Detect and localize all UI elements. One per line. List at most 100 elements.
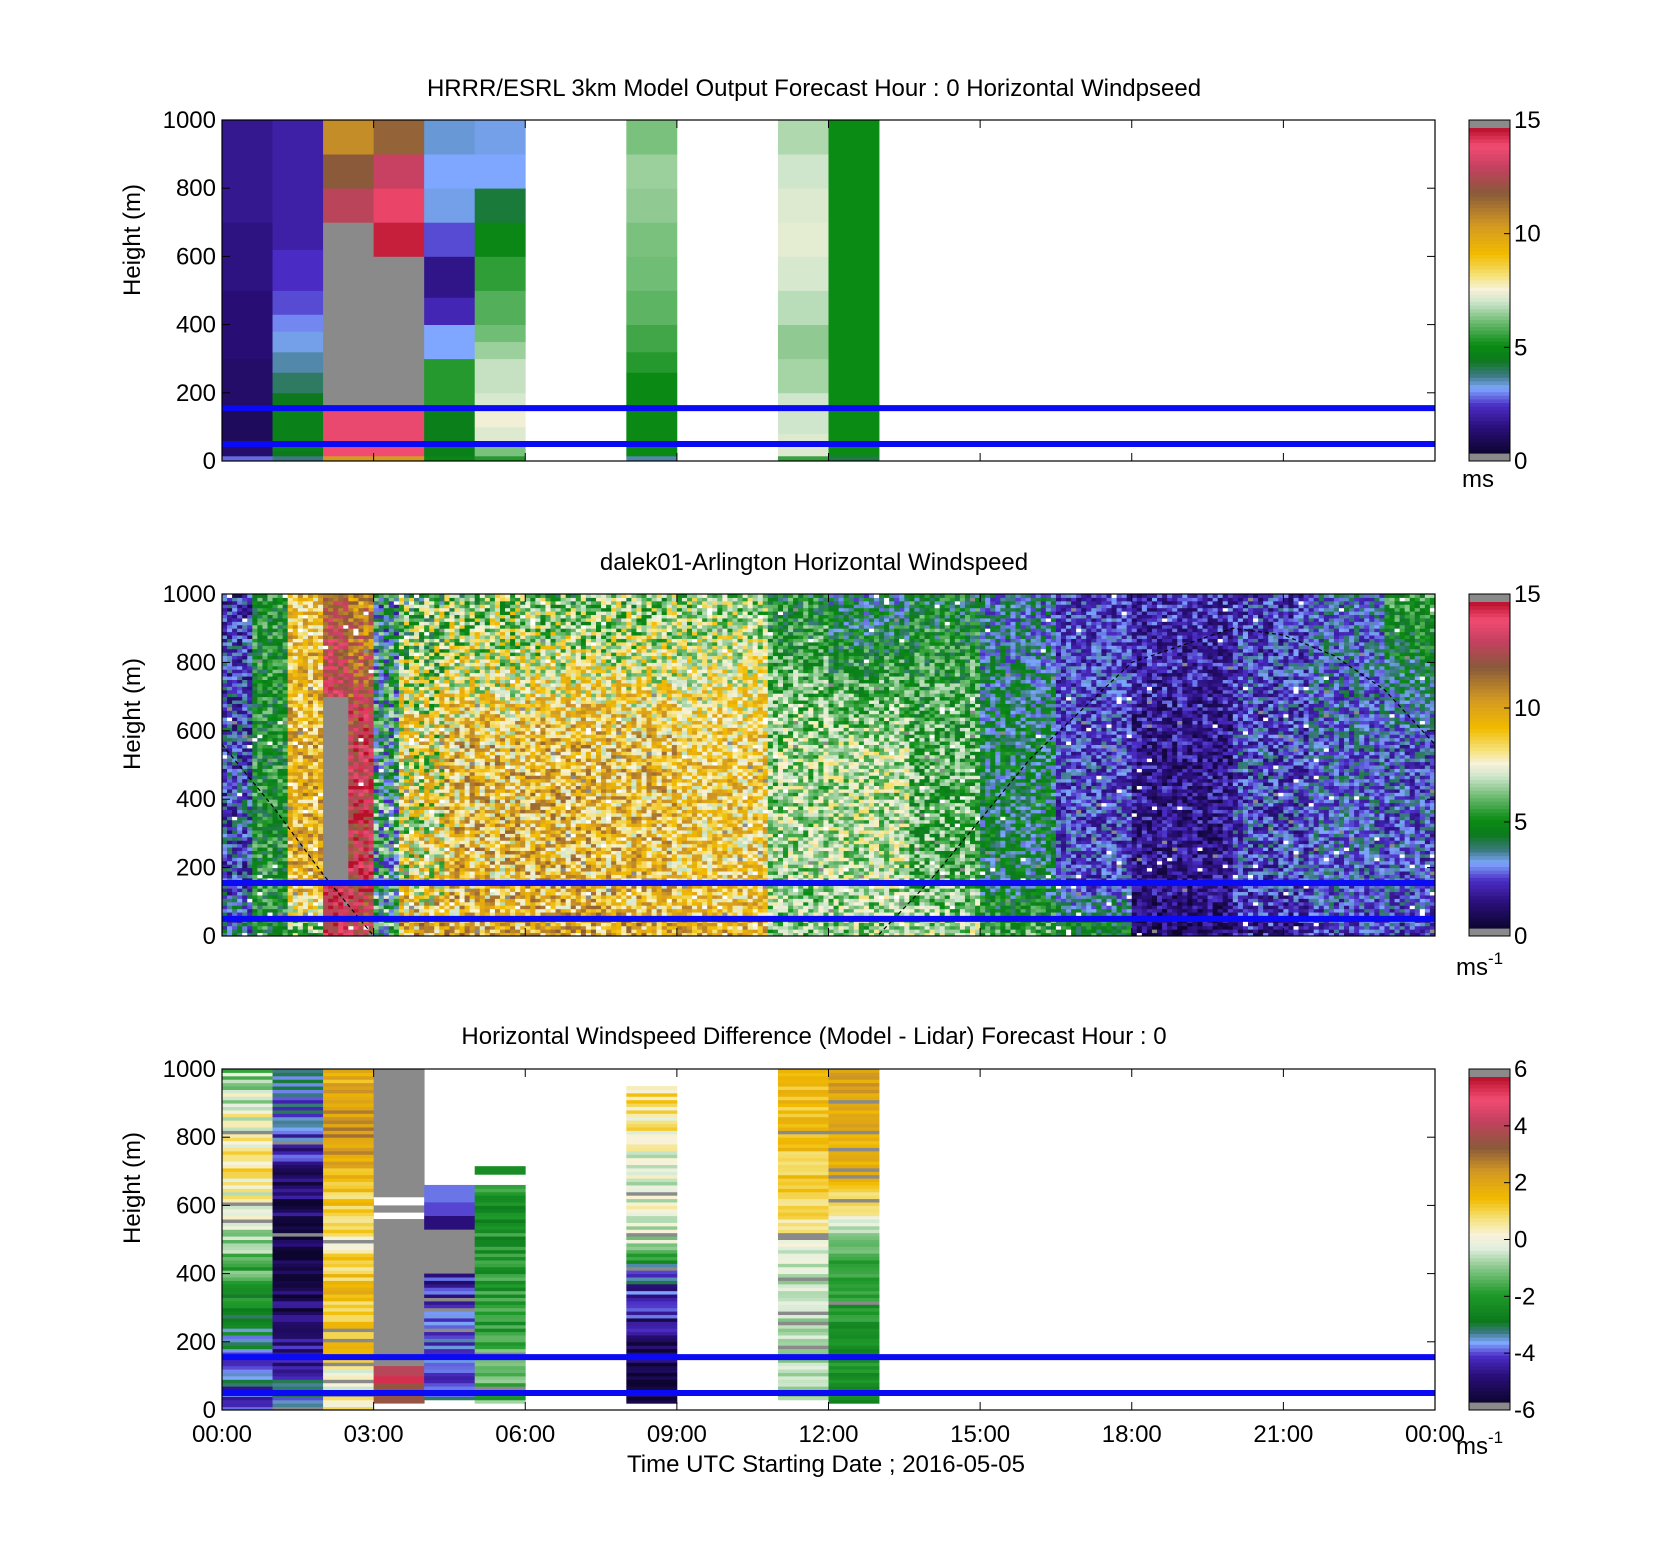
heatmap-cell: [378, 829, 385, 834]
heatmap-cell: [272, 891, 279, 896]
heatmap-cell: [403, 836, 410, 841]
heatmap-cell: [777, 455, 829, 462]
heatmap-cell: [368, 665, 375, 670]
heatmap-cell: [398, 819, 405, 824]
heatmap-cell: [257, 696, 263, 701]
heatmap-cell: [277, 901, 284, 906]
heatmap-cell: [222, 737, 228, 742]
heatmap-cell: [297, 775, 304, 780]
heatmap-cell: [373, 662, 380, 667]
heatmap-cell: [307, 658, 314, 663]
heatmap-cell: [449, 669, 455, 674]
heatmap-cell: [368, 778, 375, 783]
heatmap-cell: [393, 641, 400, 646]
heatmap-cell: [368, 925, 375, 930]
heatmap-cell: [257, 679, 263, 684]
heatmap-cell: [318, 641, 324, 646]
heatmap-cell: [383, 700, 390, 704]
heatmap-cell: [297, 898, 304, 903]
heatmap-cell: [307, 888, 314, 893]
heatmap-cell: [267, 628, 274, 633]
heatmap-cell: [222, 775, 228, 780]
heatmap-cell: [403, 679, 410, 684]
heatmap-cell: [368, 775, 375, 780]
heatmap-cell: [328, 594, 334, 598]
heatmap-cell: [383, 792, 390, 797]
heatmap-cell: [398, 744, 405, 749]
heatmap-cell: [323, 730, 329, 735]
heatmap-cell: [449, 631, 455, 636]
heatmap-cell: [338, 597, 344, 602]
heatmap-cell: [328, 912, 334, 916]
heatmap-cell: [338, 847, 344, 851]
heatmap-cell: [222, 754, 228, 759]
heatmap-cell: [333, 905, 339, 910]
heatmap-cell: [419, 816, 425, 821]
heatmap-cell: [312, 925, 319, 930]
heatmap-cell: [277, 747, 284, 752]
heatmap-cell: [338, 929, 344, 934]
heatmap-cell: [398, 809, 405, 814]
heatmap-cell: [353, 693, 359, 698]
heatmap-cell: [277, 611, 284, 616]
heatmap-cell: [252, 826, 258, 831]
heatmap-cell: [222, 894, 228, 899]
heatmap-cell: [358, 816, 365, 821]
heatmap-cell: [312, 874, 319, 879]
heatmap-cell: [297, 741, 304, 745]
heatmap-cell: [353, 785, 359, 790]
heatmap-cell: [449, 641, 455, 646]
heatmap-cell: [373, 840, 380, 845]
heatmap-cell: [232, 888, 238, 893]
heatmap-cell: [287, 624, 294, 629]
heatmap-cell: [328, 693, 334, 698]
heatmap-cell: [393, 679, 400, 684]
heatmap-cell: [449, 806, 455, 810]
colorbar-swatch: [1469, 445, 1510, 450]
heatmap-cell: [343, 877, 349, 882]
heatmap-cell: [419, 710, 425, 715]
heatmap-cell: [373, 905, 380, 910]
heatmap-cell: [383, 819, 390, 824]
heatmap-cell: [363, 628, 370, 633]
heatmap-cell: [459, 891, 466, 896]
heatmap-cell: [297, 754, 304, 759]
heatmap-cell: [323, 447, 375, 457]
colorbar-swatch: [1469, 351, 1510, 357]
heatmap-cell: [343, 922, 349, 927]
heatmap-cell: [312, 754, 319, 759]
heatmap-cell: [378, 754, 385, 759]
heatmap-cell: [353, 720, 359, 725]
heatmap-cell: [333, 635, 339, 639]
heatmap-cell: [323, 597, 329, 602]
heatmap-cell: [338, 741, 344, 745]
heatmap-cell: [403, 621, 410, 626]
heatmap-cell: [358, 693, 365, 698]
heatmap-cell: [373, 727, 380, 732]
heatmap-cell: [297, 682, 304, 687]
heatmap-cell: [247, 658, 253, 663]
heatmap-cell: [459, 802, 466, 807]
heatmap-cell: [272, 894, 279, 899]
heatmap-cell: [297, 628, 304, 633]
heatmap-cell: [403, 693, 410, 698]
heatmap-cell: [434, 829, 440, 834]
heatmap-cell: [373, 901, 380, 906]
heatmap-cell: [429, 809, 435, 814]
heatmap-cell: [424, 795, 430, 800]
heatmap-cell: [292, 836, 299, 841]
heatmap-cell: [449, 720, 455, 725]
heatmap-cell: [429, 922, 435, 927]
heatmap-cell: [323, 758, 329, 763]
heatmap-cell: [353, 782, 359, 787]
heatmap-cell: [232, 744, 238, 749]
heatmap-cell: [414, 617, 420, 622]
heatmap-cell: [383, 853, 390, 858]
heatmap-cell: [297, 758, 304, 763]
heatmap-cell: [287, 723, 294, 728]
heatmap-cell: [398, 747, 405, 752]
heatmap-cell: [227, 826, 233, 831]
heatmap-cell: [297, 850, 304, 855]
heatmap-cell: [459, 857, 466, 862]
heatmap-cell: [257, 871, 263, 875]
